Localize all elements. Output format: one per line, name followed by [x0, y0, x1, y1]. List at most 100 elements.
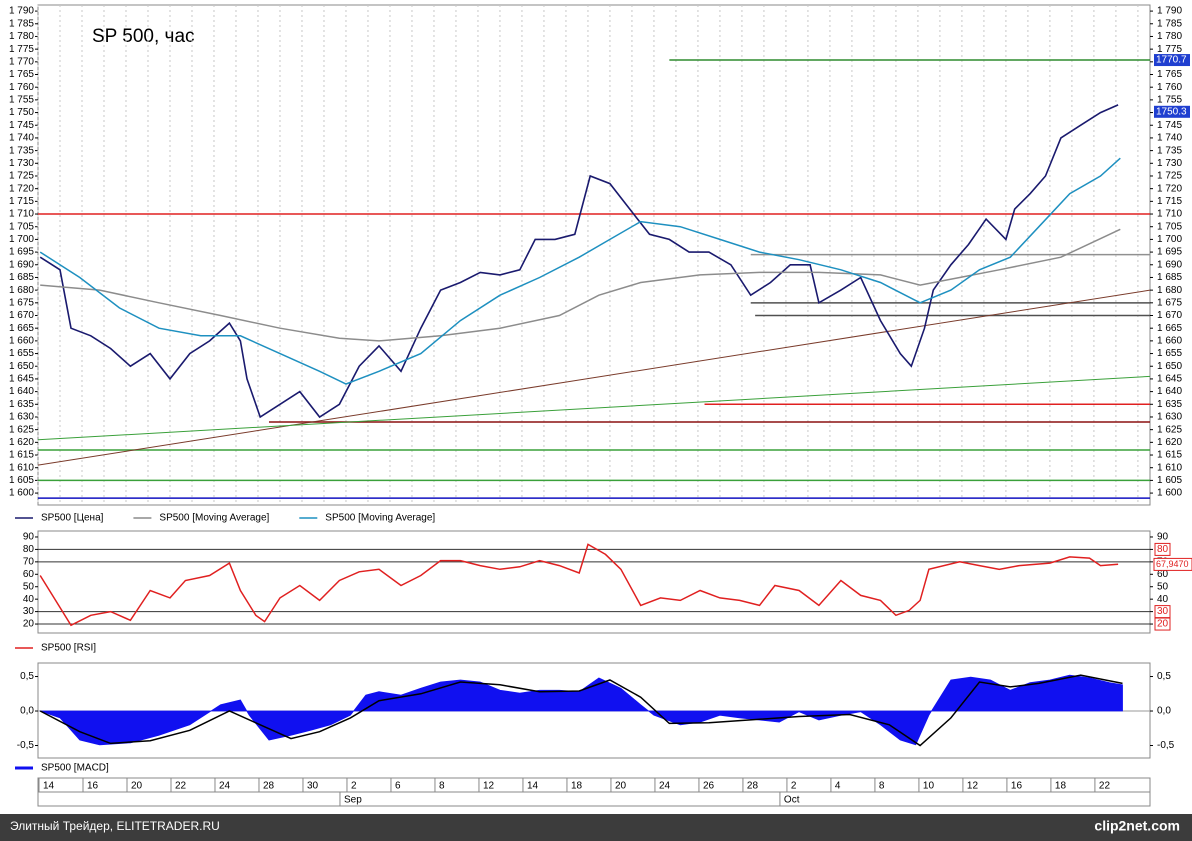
y-tick-label: 1 625	[1157, 424, 1182, 435]
y-tick-label: 30	[1157, 606, 1169, 617]
legend-label: SP500 [Цена]	[41, 513, 104, 524]
series-line	[39, 104, 1119, 419]
y-tick-label: 80	[1157, 544, 1169, 555]
y-tick-label: 1 780	[1157, 31, 1182, 42]
price-label-box	[1154, 105, 1190, 118]
macd-area	[39, 674, 1123, 746]
tick-box	[1154, 605, 1171, 619]
x-tick-label: 14	[527, 781, 539, 792]
y-tick-label: 1 645	[9, 374, 34, 385]
y-tick-label: 30	[23, 606, 35, 617]
y-tick-label: 40	[23, 594, 35, 605]
y-tick-label: 0,0	[20, 706, 34, 717]
x-tick-label: 14	[43, 781, 55, 792]
y-tick-label: 1 790	[1157, 6, 1182, 17]
y-tick-label: 1 700	[9, 234, 34, 245]
y-tick-label: 1 600	[9, 488, 34, 499]
legend-label: SP500 [RSI]	[41, 643, 96, 654]
y-tick-label: 1 715	[9, 196, 34, 207]
x-tick-label: 28	[263, 781, 275, 792]
y-tick-label: 1 715	[1157, 196, 1182, 207]
y-tick-label: 1 615	[9, 450, 34, 461]
x-tick-label: 22	[1099, 781, 1111, 792]
y-tick-label: 1 720	[9, 183, 34, 194]
y-tick-label: 1 745	[9, 120, 34, 131]
y-tick-label: 1 705	[1157, 221, 1182, 232]
y-tick-label: 1 785	[1157, 18, 1182, 29]
last-value-box	[1153, 557, 1192, 571]
y-tick-label: 0,5	[1157, 671, 1171, 682]
rsi-pane	[37, 530, 1151, 634]
y-tick-label: 1 755	[1157, 95, 1182, 106]
y-tick-label: 60	[23, 569, 35, 580]
y-tick-label: 1 735	[9, 145, 34, 156]
y-tick-label: 1 640	[9, 386, 34, 397]
footer-source: Элитный Трейдер, ELITETRADER.RU	[10, 819, 220, 833]
y-tick-label: 1 790	[9, 6, 34, 17]
y-tick-label: 1 730	[9, 158, 34, 169]
y-tick-label: 1 760	[1157, 82, 1182, 93]
y-tick-label: 1 770	[9, 56, 34, 67]
y-tick-label: 60	[1157, 569, 1169, 580]
x-tick-label: 30	[307, 781, 319, 792]
x-tick-label: 24	[219, 781, 231, 792]
y-tick-label: 0,0	[1157, 706, 1171, 717]
y-tick-label: 1 635	[1157, 399, 1182, 410]
y-tick-label: 1 735	[1157, 145, 1182, 156]
y-tick-label: 80	[23, 544, 35, 555]
x-tick-label: 6	[395, 781, 401, 792]
y-tick-label: 50	[23, 581, 35, 592]
y-tick-label: 1 605	[1157, 475, 1182, 486]
y-tick-label: 1 690	[1157, 259, 1182, 270]
y-tick-label: 1 635	[9, 399, 34, 410]
x-tick-label: 22	[175, 781, 187, 792]
y-tick-label: 1 660	[1157, 336, 1182, 347]
x-tick-label: 2	[351, 781, 357, 792]
y-tick-label: 1 620	[1157, 437, 1182, 448]
y-tick-label: 1 610	[9, 462, 34, 473]
y-tick-label: 70	[23, 556, 35, 567]
y-tick-label: -0,5	[17, 740, 35, 751]
y-tick-label: 1 780	[9, 31, 34, 42]
y-tick-label: 1 675	[9, 297, 34, 308]
y-tick-label: 1 685	[9, 272, 34, 283]
series-line	[39, 674, 1123, 747]
x-tick-label: 8	[879, 781, 885, 792]
y-tick-label: 1 725	[9, 171, 34, 182]
y-tick-label: 1 750	[9, 107, 34, 118]
y-tick-label: 1 670	[9, 310, 34, 321]
y-tick-label: 1 695	[1157, 247, 1182, 258]
trend-line	[37, 289, 1151, 466]
y-tick-label: 1 755	[9, 95, 34, 106]
price-label: 1750.3	[1156, 106, 1187, 117]
y-tick-label: 0,5	[20, 671, 34, 682]
price-label-box	[1154, 54, 1190, 67]
y-tick-label: 1 625	[9, 424, 34, 435]
y-tick-label: 1 680	[9, 285, 34, 296]
y-tick-label: 1 775	[1157, 44, 1182, 55]
y-tick-label: 1 620	[9, 437, 34, 448]
y-tick-label: 1 765	[9, 69, 34, 80]
y-tick-label: 1 695	[9, 247, 34, 258]
x-tick-label: 8	[439, 781, 445, 792]
legend-label: SP500 [Moving Average]	[325, 513, 435, 524]
footer-bar	[0, 814, 1192, 841]
y-tick-label: 1 650	[1157, 361, 1182, 372]
y-tick-label: 1 700	[1157, 234, 1182, 245]
series-line	[40, 228, 1121, 342]
x-tick-label: 24	[659, 781, 671, 792]
x-tick-label: 18	[1055, 781, 1067, 792]
y-tick-label: 1 775	[9, 44, 34, 55]
x-tick-label: 10	[923, 781, 935, 792]
y-tick-label: 1 670	[1157, 310, 1182, 321]
y-tick-label: 1 655	[1157, 348, 1182, 359]
month-label: Sep	[344, 795, 362, 806]
y-tick-label: 1 685	[1157, 272, 1182, 283]
legend-label: SP500 [Moving Average]	[159, 513, 269, 524]
y-tick-label: 1 725	[1157, 171, 1182, 182]
y-tick-label: 20	[1157, 619, 1169, 630]
y-tick-label: 1 710	[9, 209, 34, 220]
y-tick-label: 1 785	[9, 18, 34, 29]
y-tick-label: 1 705	[9, 221, 34, 232]
